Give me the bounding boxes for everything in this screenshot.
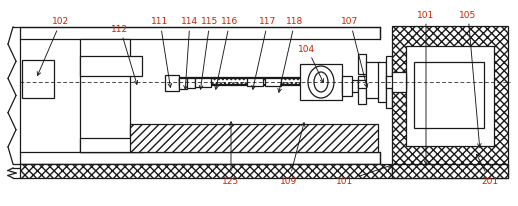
Text: 107: 107 — [341, 18, 368, 88]
Bar — [386, 77, 406, 89]
Bar — [80, 57, 142, 77]
Text: 102: 102 — [37, 18, 69, 76]
Bar — [195, 79, 211, 88]
Bar — [406, 47, 494, 146]
Bar — [300, 65, 342, 101]
Bar — [378, 63, 386, 103]
Bar — [358, 55, 366, 75]
Text: 112: 112 — [111, 24, 138, 85]
Bar — [247, 79, 263, 87]
Bar — [392, 27, 508, 178]
Bar — [358, 77, 366, 104]
Bar — [414, 63, 484, 128]
Bar — [179, 79, 187, 90]
Text: 114: 114 — [181, 18, 198, 90]
Text: 105: 105 — [459, 11, 481, 147]
Text: 101: 101 — [418, 11, 435, 164]
Bar — [20, 152, 380, 164]
Bar — [386, 57, 392, 109]
Bar — [392, 164, 508, 178]
Bar — [342, 77, 352, 97]
Text: 111: 111 — [151, 18, 171, 88]
Text: 117: 117 — [252, 18, 277, 90]
Bar — [366, 63, 380, 98]
Bar — [80, 40, 130, 152]
Bar — [265, 79, 281, 87]
Bar — [130, 124, 378, 152]
Bar — [22, 61, 54, 98]
Text: 115: 115 — [199, 18, 219, 90]
Bar — [392, 73, 406, 92]
Bar — [80, 138, 142, 152]
Text: 101: 101 — [336, 165, 392, 186]
Text: 104: 104 — [298, 44, 323, 83]
Bar — [358, 81, 378, 89]
Bar — [20, 164, 392, 178]
Ellipse shape — [308, 67, 334, 98]
Text: 109: 109 — [280, 123, 305, 186]
Bar — [179, 78, 347, 85]
Bar — [187, 79, 195, 89]
Bar — [165, 76, 179, 91]
Bar — [179, 79, 347, 85]
Bar — [342, 81, 358, 92]
Text: 116: 116 — [215, 18, 239, 90]
Text: 118: 118 — [278, 18, 304, 93]
Text: 201: 201 — [477, 155, 498, 186]
Bar — [20, 28, 380, 40]
Text: 125: 125 — [222, 122, 239, 186]
Ellipse shape — [314, 73, 328, 92]
